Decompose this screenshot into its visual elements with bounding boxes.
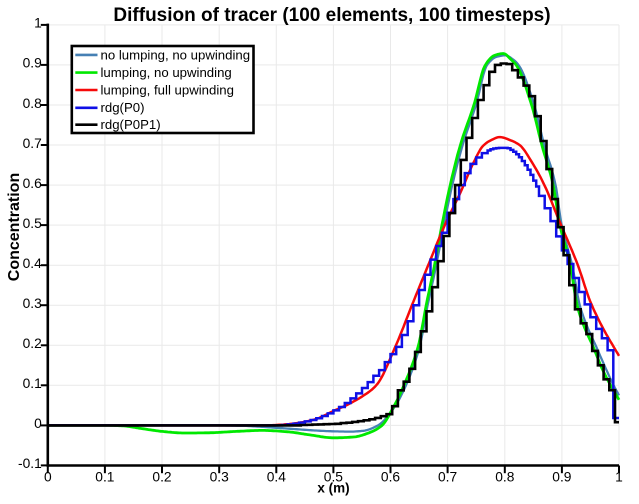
svg-text:lumping, no upwinding: lumping, no upwinding [101,65,232,80]
svg-text:0.1: 0.1 [23,376,42,391]
svg-text:0.4: 0.4 [23,256,43,271]
svg-text:0.4: 0.4 [267,470,287,485]
svg-text:0.7: 0.7 [438,470,457,485]
svg-text:1: 1 [615,470,623,485]
svg-text:0.8: 0.8 [495,470,515,485]
svg-text:0: 0 [44,470,52,485]
svg-text:0.8: 0.8 [23,96,43,111]
svg-text:0.6: 0.6 [23,176,43,191]
svg-text:0.2: 0.2 [152,470,171,485]
svg-text:0.2: 0.2 [23,336,42,351]
svg-text:no lumping, no upwinding: no lumping, no upwinding [101,47,251,62]
svg-text:0.7: 0.7 [23,136,42,151]
svg-text:lumping, full upwinding: lumping, full upwinding [101,82,234,97]
svg-text:Diffusion of tracer (100 eleme: Diffusion of tracer (100 elements, 100 t… [113,5,550,26]
svg-text:-0.1: -0.1 [18,456,42,471]
svg-text:x (m): x (m) [317,481,349,496]
svg-text:0.3: 0.3 [210,470,230,485]
svg-text:0.1: 0.1 [95,470,114,485]
svg-text:0.9: 0.9 [552,470,572,485]
svg-text:1: 1 [34,16,42,31]
svg-text:Concentration: Concentration [6,173,23,281]
svg-text:0.3: 0.3 [23,296,43,311]
svg-text:0.5: 0.5 [324,470,344,485]
svg-text:0.6: 0.6 [381,470,401,485]
svg-text:0.5: 0.5 [23,216,43,231]
svg-text:0: 0 [34,416,42,431]
svg-text:rdg(P0): rdg(P0) [101,100,145,115]
svg-text:rdg(P0P1): rdg(P0P1) [101,117,161,132]
svg-text:0.9: 0.9 [23,56,43,71]
